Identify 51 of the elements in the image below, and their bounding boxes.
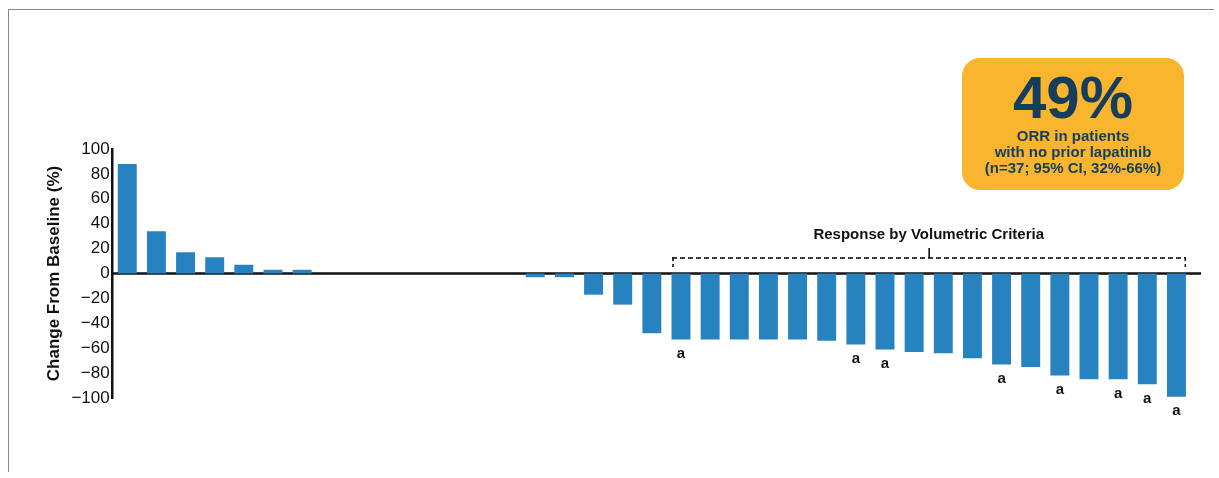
y-tick-label: 60 — [90, 188, 110, 208]
bar — [846, 273, 866, 345]
bar — [584, 273, 604, 295]
data-label: a — [1055, 380, 1065, 398]
y-tick-label: 40 — [90, 213, 110, 233]
bar — [758, 273, 778, 340]
data-label: a — [1172, 401, 1182, 419]
data-label: a — [1143, 388, 1153, 406]
bar — [671, 273, 691, 340]
bar — [700, 273, 720, 340]
y-tick-label: 80 — [90, 163, 110, 183]
bar — [642, 273, 662, 334]
bar — [234, 264, 254, 274]
y-tick-label: −20 — [80, 288, 110, 308]
bar — [904, 273, 924, 352]
bar — [875, 273, 895, 350]
bar — [962, 273, 982, 359]
y-tick-label: −40 — [80, 312, 110, 332]
y-tick-label: 20 — [90, 238, 110, 258]
data-label: a — [851, 349, 861, 367]
bar — [1021, 273, 1041, 367]
bar — [117, 163, 137, 274]
data-label: a — [1113, 383, 1123, 401]
bar — [729, 273, 749, 340]
bar — [1137, 273, 1157, 385]
data-label: a — [676, 344, 686, 362]
bar — [1050, 273, 1070, 376]
bar — [146, 231, 166, 274]
bar — [1166, 273, 1186, 397]
bar — [817, 273, 837, 341]
annotation: Response by Volumetric Criteria — [813, 224, 1045, 242]
bar — [788, 273, 808, 340]
y-tick-label: 100 — [81, 138, 110, 158]
y-tick-label: −80 — [80, 362, 110, 382]
bar — [1079, 273, 1099, 380]
bar — [292, 269, 312, 274]
y-tick-label: −100 — [71, 387, 110, 407]
bar — [1108, 273, 1128, 380]
callout-box: 49% ORR in patients with no prior lapatinib (n=37; 95% CI, 32%-66%) — [962, 58, 1184, 190]
bar — [933, 273, 953, 354]
y-tick-label: 0 — [100, 263, 110, 283]
bar — [613, 273, 633, 305]
data-label: a — [997, 369, 1007, 387]
y-axis-title: Change From Baseline (%) — [43, 165, 63, 382]
bar — [176, 252, 196, 274]
data-label: a — [880, 354, 890, 372]
y-tick-label: −60 — [80, 337, 110, 357]
bar — [263, 269, 283, 274]
bar — [992, 273, 1012, 365]
bar — [205, 257, 225, 274]
annotation: ORR in patients with no prior lapatinib (n=37; 95% CI, 32%-66%) — [983, 127, 1163, 176]
